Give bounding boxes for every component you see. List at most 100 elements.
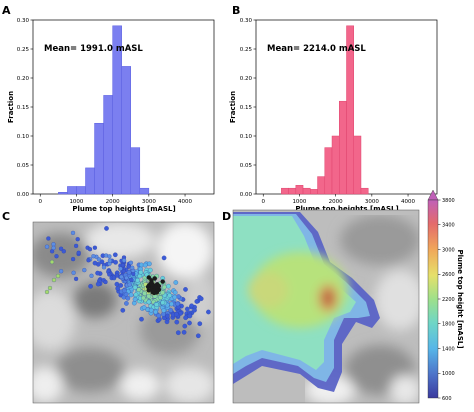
histogram-bar-a	[58, 192, 68, 195]
histogram-panel-b: 0.00 0.05 0.10 0.15 0.20 0.25 0.30 0 1000 2000 30…	[229, 18, 438, 213]
scatter-point	[175, 301, 180, 307]
histogram-bar-b	[295, 185, 304, 195]
scatter-point	[125, 295, 131, 301]
scatter-point	[187, 313, 193, 319]
scatter-point	[160, 290, 165, 296]
y-tick-label-a: 0.25	[17, 47, 30, 53]
scatter-point	[142, 262, 148, 268]
scatter-point	[121, 269, 126, 274]
scatter-point	[146, 275, 151, 280]
scatter-point	[73, 243, 79, 249]
scatter-point	[61, 249, 66, 254]
scatter-point	[195, 333, 201, 339]
colorbar-gradient	[427, 199, 439, 399]
scatter-point	[146, 299, 152, 305]
histogram-panel-a: 0.00 0.05 0.10 0.15 0.20 0.25 0.30 0 1000 2000 30…	[7, 18, 215, 213]
scatter-point	[184, 306, 190, 312]
scatter-point	[182, 323, 188, 329]
scatter-point	[167, 293, 173, 298]
colorbar: 600 1000 1400 1800 2200 2600 3000 3400 3800 Plum…	[427, 189, 464, 402]
scatter-point	[70, 230, 76, 236]
scatter-point	[118, 266, 123, 271]
y-tick-label-a: 0.30	[17, 18, 30, 24]
scatter-point	[174, 319, 180, 325]
scatter-point	[198, 296, 204, 302]
scatter-point	[132, 296, 138, 302]
scatter-point	[76, 250, 81, 255]
scatter-point	[92, 260, 98, 266]
y-tick-label-b: 0.00	[240, 192, 253, 198]
histogram-bar-a	[121, 66, 131, 195]
scatter-point	[92, 245, 98, 250]
scatter-point	[147, 267, 153, 273]
scatter-point	[47, 285, 53, 291]
scatter-point	[173, 280, 179, 285]
scatter-point	[86, 258, 91, 263]
scatter-point	[120, 263, 126, 268]
scatter-point	[131, 300, 137, 306]
scatter-point	[156, 313, 162, 319]
scatter-point	[158, 295, 163, 301]
scatter-point	[112, 252, 118, 258]
scatter-point	[75, 237, 80, 242]
scatter-point	[192, 307, 197, 313]
histogram-bar-a	[103, 95, 113, 195]
scatter-point	[206, 309, 211, 315]
x-tick-label-a: 0	[38, 199, 42, 205]
scatter-point	[99, 259, 105, 265]
colorbar-label: Plume top height [mASL]	[456, 249, 464, 348]
histogram-bar-b	[346, 25, 354, 195]
scatter-point	[88, 283, 93, 289]
scatter-point	[146, 288, 151, 293]
scatter-point	[120, 307, 126, 313]
histogram-bar-a	[76, 186, 86, 195]
scatter-point	[51, 245, 56, 251]
scatter-point	[135, 277, 140, 283]
scatter-point	[187, 320, 192, 326]
scatter-point	[147, 261, 152, 267]
y-tick-label-b: 0.30	[240, 18, 253, 24]
plume-core-d	[248, 252, 348, 328]
scatter-point	[183, 287, 188, 292]
scatter-point	[51, 277, 57, 283]
scatter-point	[139, 316, 144, 322]
histogram-bar-b	[331, 135, 340, 195]
panel-letter-b: B	[232, 4, 240, 17]
histogram-bar-b	[324, 147, 333, 195]
scatter-point	[146, 293, 152, 299]
x-tick-label-a: 2000	[106, 199, 120, 205]
scatter-point	[168, 307, 174, 313]
scatter-point	[129, 277, 134, 283]
scatter-point	[166, 283, 171, 289]
panel-letter-a: A	[2, 4, 11, 17]
scatter-point	[115, 286, 121, 291]
histogram-bar-a	[94, 122, 104, 195]
y-tick-label-b: 0.10	[240, 134, 253, 140]
y-axis-label-a: Fraction	[7, 91, 15, 123]
scatter-point	[73, 276, 79, 282]
x-tick-label-a: 1000	[69, 199, 83, 205]
scatter-point	[149, 281, 154, 286]
scatter-point	[172, 294, 178, 300]
scatter-point	[194, 299, 200, 304]
scatter-point	[160, 300, 166, 305]
scatter-point	[121, 288, 127, 294]
scatter-map-panel-c	[33, 222, 223, 403]
x-tick-label-a: 3000	[142, 199, 156, 205]
scatter-point	[183, 315, 188, 321]
scatter-point	[161, 255, 167, 261]
y-tick-label-a: 0.00	[17, 192, 30, 198]
scatter-point	[118, 283, 124, 288]
scatter-point	[219, 331, 223, 335]
y-tick-label-a: 0.05	[17, 163, 30, 169]
scatter-point	[154, 302, 159, 307]
y-axis-label-b: Fraction	[229, 91, 237, 123]
scatter-point	[114, 281, 120, 287]
histogram-bar-a	[67, 186, 77, 195]
heatmap-panel-d	[233, 210, 419, 403]
scatter-point	[107, 258, 113, 263]
panel-letter-d: D	[222, 210, 231, 223]
x-tick-label-b: 0	[261, 199, 265, 205]
scatter-point	[161, 308, 167, 313]
